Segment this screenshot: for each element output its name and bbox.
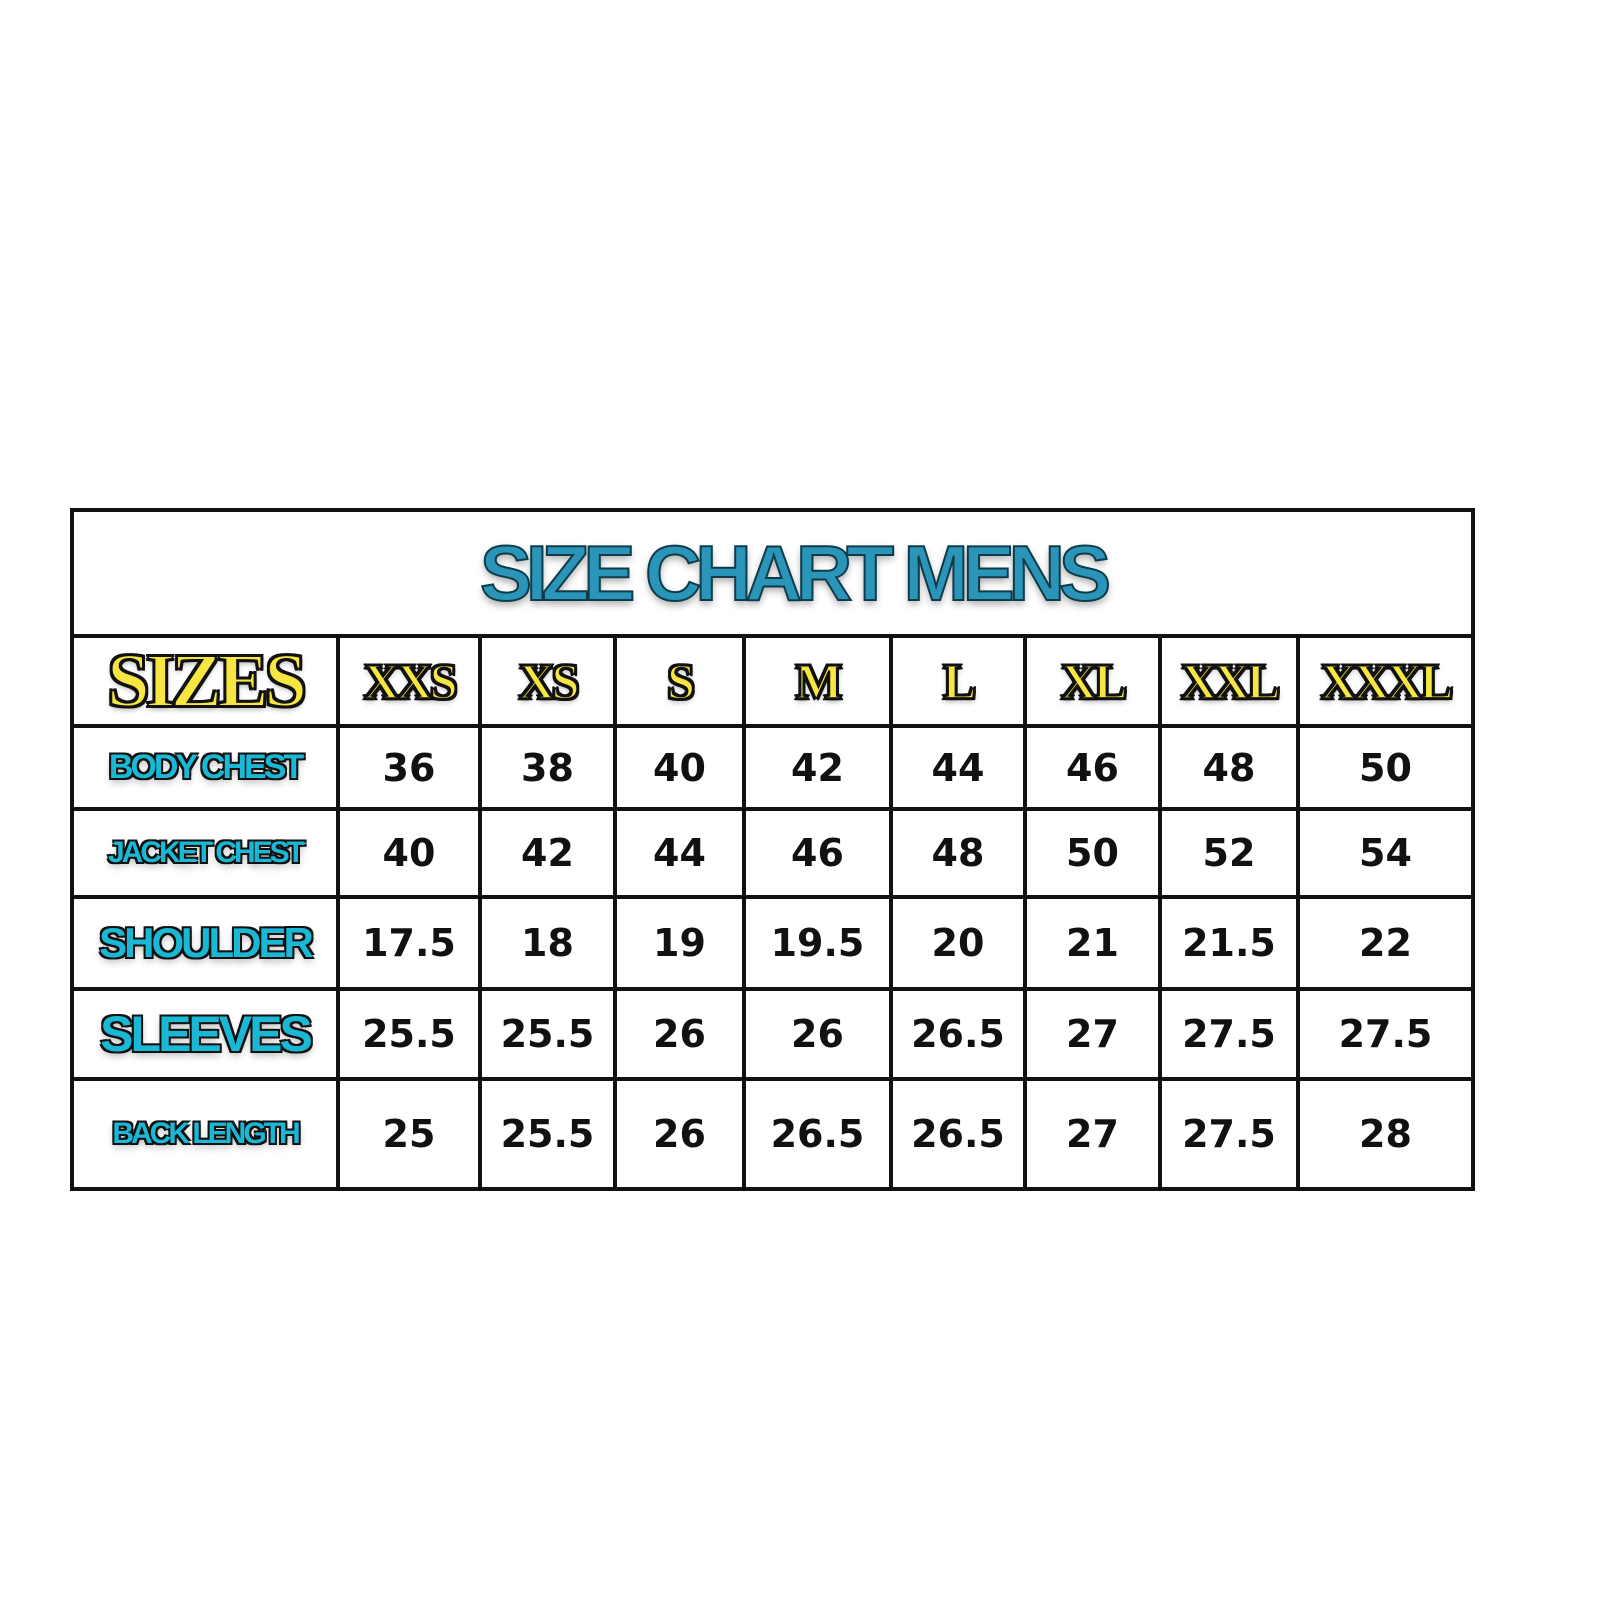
size-header-xs: XS [482, 638, 617, 728]
table-cell: 25.5 [482, 991, 617, 1081]
table-cell: 50 [1027, 811, 1162, 899]
size-header-xl: XL [1027, 638, 1162, 728]
table-cell: 54 [1300, 811, 1471, 899]
row-label: SHOULDER [74, 899, 340, 991]
header-sizes: SIZES [74, 638, 340, 728]
table-cell: 38 [482, 728, 617, 811]
table-cell: 25.5 [340, 991, 482, 1081]
table-cell: 17.5 [340, 899, 482, 991]
table-cell: 42 [482, 811, 617, 899]
size-header-xxs: XXS [340, 638, 482, 728]
table-cell: 21 [1027, 899, 1162, 991]
size-header-s: S [617, 638, 746, 728]
table-cell: 50 [1300, 728, 1471, 811]
table-cell: 26 [617, 1081, 746, 1187]
table-cell: 36 [340, 728, 482, 811]
chart-title: SIZE CHART MENS [74, 512, 1471, 638]
table-cell: 44 [617, 811, 746, 899]
table-cell: 22 [1300, 899, 1471, 991]
row-label: JACKET CHEST [74, 811, 340, 899]
row-label: BODY CHEST [74, 728, 340, 811]
table-cell: 21.5 [1162, 899, 1300, 991]
table-cell: 52 [1162, 811, 1300, 899]
table-cell: 18 [482, 899, 617, 991]
size-header-m: M [746, 638, 893, 728]
table-cell: 46 [746, 811, 893, 899]
size-header-l: L [893, 638, 1027, 728]
table-cell: 46 [1027, 728, 1162, 811]
table-cell: 40 [340, 811, 482, 899]
table-cell: 26 [617, 991, 746, 1081]
table-cell: 20 [893, 899, 1027, 991]
table-cell: 26.5 [893, 991, 1027, 1081]
table-cell: 27 [1027, 991, 1162, 1081]
size-header-xxl: XXL [1162, 638, 1300, 728]
size-header-xxxl: XXXL [1300, 638, 1471, 728]
table-cell: 19.5 [746, 899, 893, 991]
table-cell: 40 [617, 728, 746, 811]
table-cell: 26.5 [746, 1081, 893, 1187]
table-cell: 42 [746, 728, 893, 811]
table-cell: 27.5 [1162, 1081, 1300, 1187]
table-cell: 28 [1359, 1112, 1412, 1156]
table-cell: 25.5 [482, 1081, 617, 1187]
table-cell: 27.5 [1162, 991, 1300, 1081]
table-cell: 25 [340, 1081, 482, 1187]
size-chart-table: SIZE CHART MENS SIZES XXS XS S M L XL XXL XXXL BOD… [70, 508, 1475, 1191]
table-cell: 27 [1027, 1081, 1162, 1187]
table-cell: 48 [893, 811, 1027, 899]
table-cell: 44 [893, 728, 1027, 811]
table-cell: 26.5 [893, 1081, 1027, 1187]
table-cell: 26 [746, 991, 893, 1081]
table-cell: 19 [617, 899, 746, 991]
row-label: BACK LENGTH [74, 1081, 340, 1187]
table-cell: 27.5 [1300, 991, 1471, 1081]
table-cell: 48 [1162, 728, 1300, 811]
row-label: SLEEVES [74, 991, 340, 1081]
